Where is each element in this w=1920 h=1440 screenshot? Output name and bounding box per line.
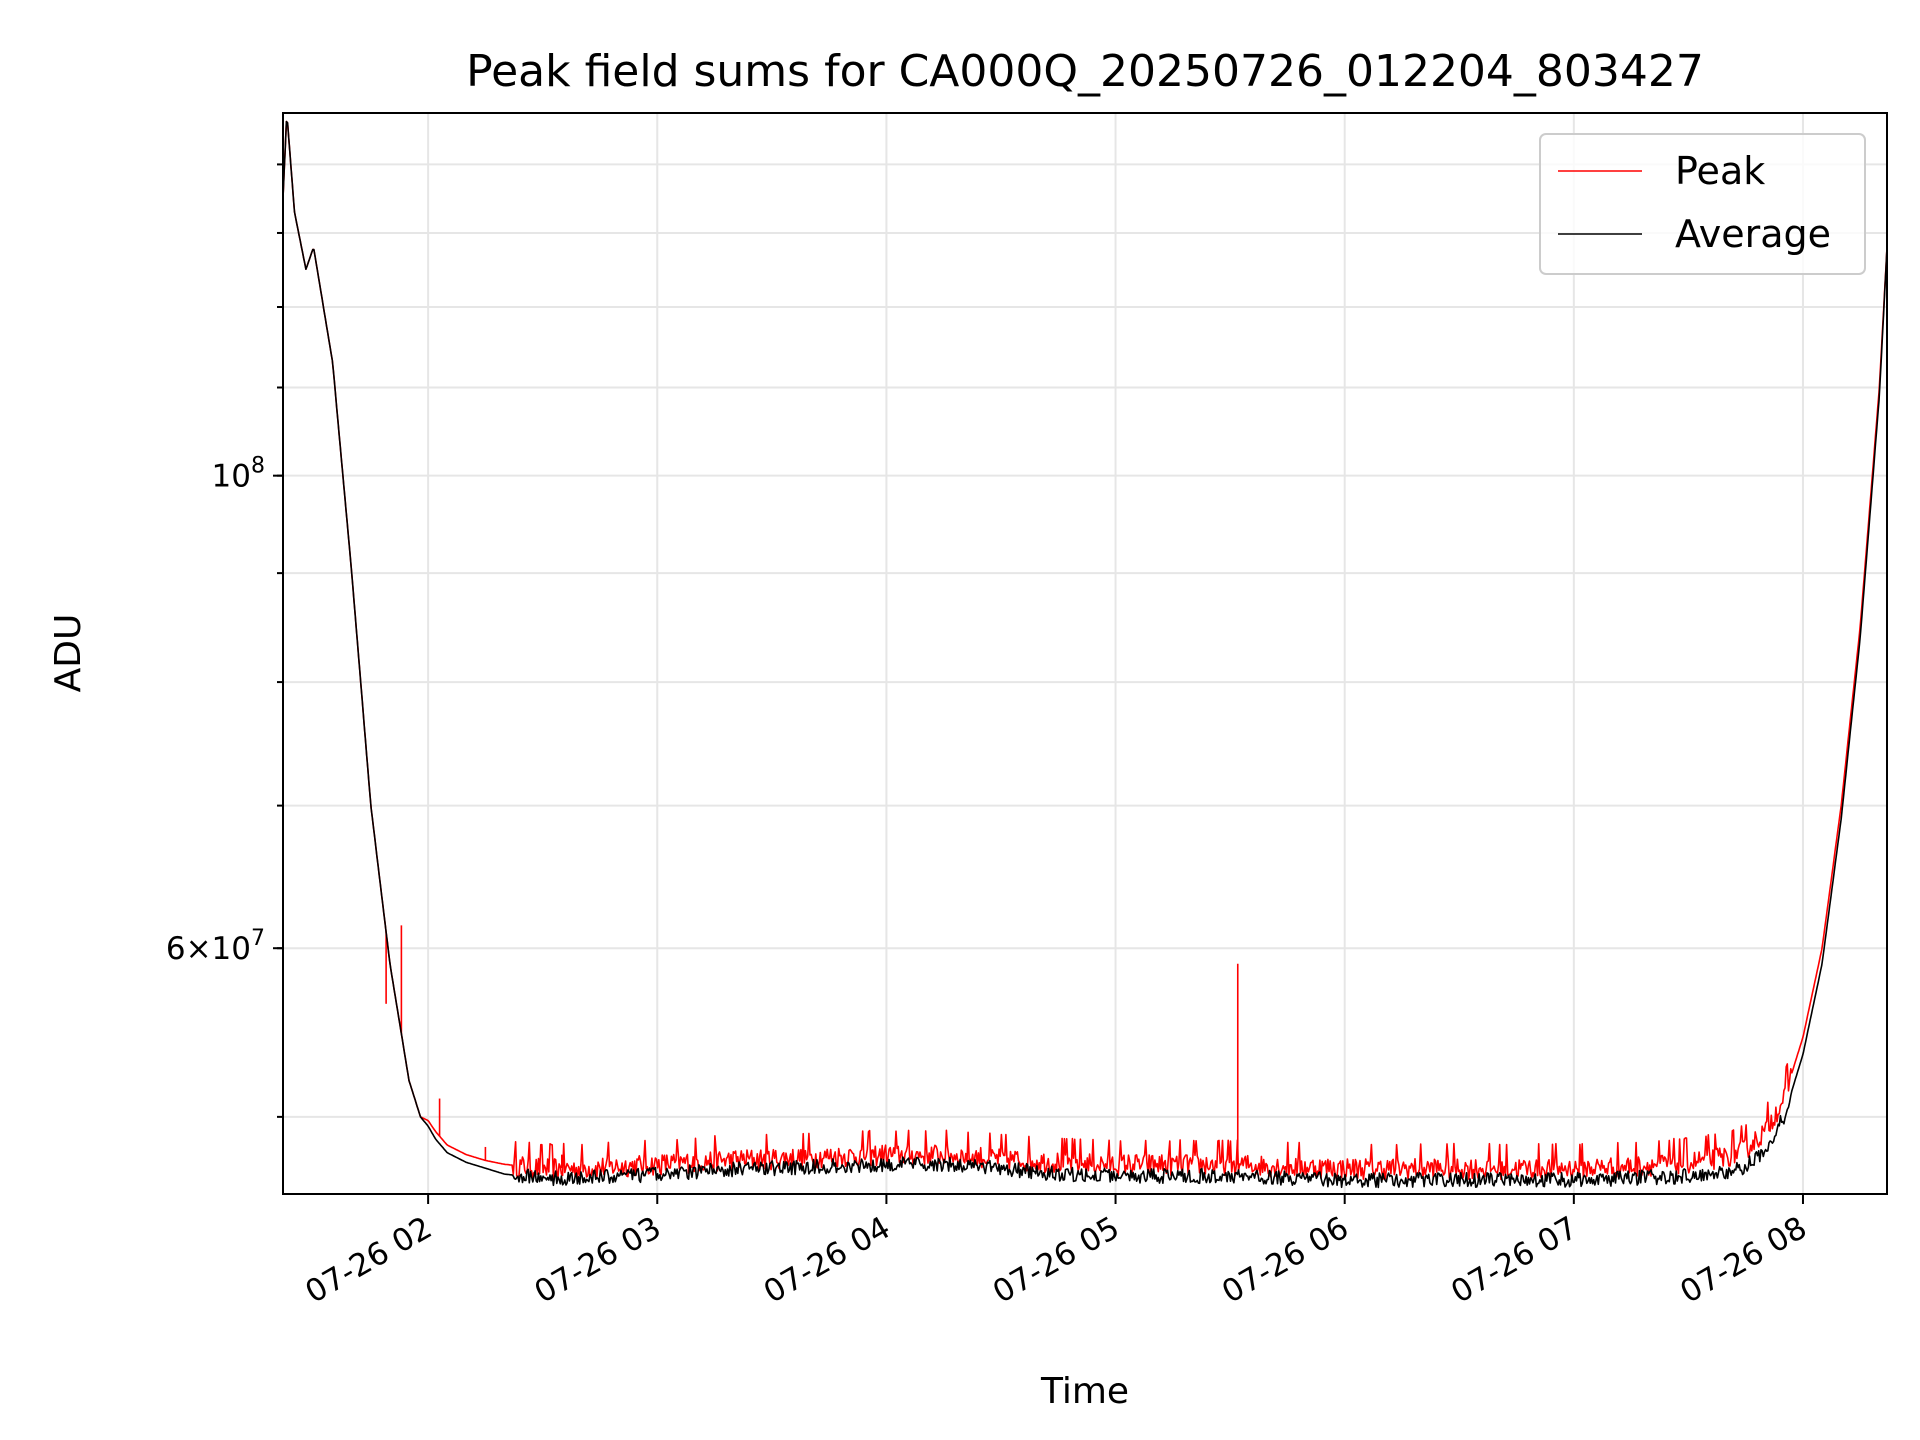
x-axis-label: Time <box>1040 1371 1129 1412</box>
axes-frame <box>282 112 1888 1195</box>
y-axis-ticks: 108 6×107 <box>166 163 283 1118</box>
legend-label-peak: Peak <box>1675 149 1765 193</box>
y-tick-label: 108 <box>212 454 265 495</box>
plot-area <box>282 120 1888 1189</box>
y-tick-label: 6×107 <box>166 926 265 967</box>
legend-box <box>1539 133 1866 275</box>
y-axis-label: ADU <box>48 614 89 693</box>
grid <box>283 113 1887 1194</box>
legend-label-average: Average <box>1675 212 1831 256</box>
legend: Peak Average <box>1539 133 1866 275</box>
chart-title: Peak field sums for CA000Q_20250726_0122… <box>466 46 1704 97</box>
series-line-average <box>282 120 1888 1189</box>
